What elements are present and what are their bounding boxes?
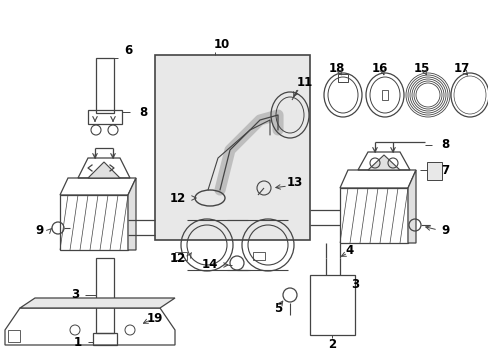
Text: 19: 19 [146, 311, 163, 324]
Text: 6: 6 [123, 44, 132, 57]
Text: 2: 2 [327, 338, 335, 351]
Bar [175, 252, 186, 260]
Bar [93, 333, 117, 345]
Polygon shape [128, 178, 136, 250]
Text: 1: 1 [74, 336, 82, 348]
Bar [96, 58, 114, 113]
Text: 16: 16 [371, 62, 387, 75]
Bar [339, 188, 407, 243]
Text: 12: 12 [169, 252, 186, 265]
Text: 7: 7 [440, 163, 448, 176]
Text: 14: 14 [202, 258, 218, 271]
Text: 3: 3 [71, 288, 79, 302]
Text: 8: 8 [440, 139, 448, 152]
Text: 5: 5 [273, 302, 282, 315]
Text: 9: 9 [36, 224, 44, 237]
Bar [60, 195, 128, 250]
Text: 11: 11 [296, 76, 312, 89]
Bar [155, 55, 309, 240]
Bar [88, 110, 122, 124]
Bar [426, 162, 441, 180]
Polygon shape [367, 155, 399, 170]
Bar [309, 275, 354, 335]
Polygon shape [88, 162, 120, 178]
Text: 12: 12 [169, 192, 186, 204]
Bar [381, 90, 387, 100]
Text: 10: 10 [213, 39, 230, 51]
Text: 18: 18 [328, 62, 345, 75]
Text: 17: 17 [453, 62, 469, 75]
Bar [8, 330, 20, 342]
Bar [252, 252, 264, 260]
Polygon shape [20, 298, 175, 308]
Text: 3: 3 [350, 279, 358, 292]
Bar [337, 74, 347, 82]
Text: 9: 9 [440, 224, 448, 237]
Text: 15: 15 [413, 62, 429, 75]
Bar [96, 258, 114, 333]
Text: 8: 8 [139, 105, 147, 118]
Text: 13: 13 [286, 176, 303, 189]
Text: 4: 4 [345, 243, 353, 256]
Polygon shape [407, 170, 415, 243]
